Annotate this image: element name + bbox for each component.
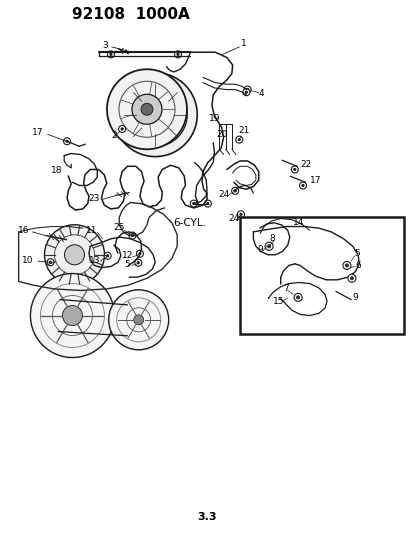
- Circle shape: [246, 88, 248, 91]
- Circle shape: [291, 166, 297, 173]
- Circle shape: [49, 261, 52, 263]
- Circle shape: [135, 259, 141, 266]
- Text: 9: 9: [351, 293, 357, 302]
- Circle shape: [131, 235, 133, 237]
- Circle shape: [344, 264, 348, 267]
- Text: 10: 10: [22, 256, 34, 264]
- Circle shape: [129, 232, 135, 239]
- Circle shape: [133, 315, 143, 325]
- Circle shape: [244, 86, 250, 93]
- Circle shape: [244, 91, 247, 93]
- Circle shape: [206, 203, 209, 205]
- Text: 1: 1: [241, 39, 247, 48]
- Circle shape: [190, 200, 197, 207]
- Circle shape: [293, 293, 301, 302]
- Circle shape: [107, 51, 114, 58]
- Circle shape: [174, 51, 181, 58]
- Circle shape: [66, 140, 68, 142]
- Circle shape: [242, 88, 249, 96]
- Text: 3.3: 3.3: [197, 512, 216, 522]
- Circle shape: [132, 94, 161, 124]
- Circle shape: [31, 273, 114, 358]
- Circle shape: [107, 69, 187, 149]
- Text: 16: 16: [18, 226, 30, 235]
- Text: 23: 23: [88, 194, 100, 203]
- Text: 6-CYL.: 6-CYL.: [173, 218, 206, 228]
- Text: 17: 17: [309, 176, 320, 184]
- Text: 15: 15: [272, 297, 283, 305]
- Circle shape: [301, 184, 304, 187]
- Circle shape: [299, 182, 306, 189]
- Text: 3: 3: [102, 41, 108, 50]
- Text: 5: 5: [124, 260, 130, 269]
- Circle shape: [138, 253, 141, 255]
- Text: 5: 5: [353, 249, 359, 258]
- Text: 13: 13: [88, 256, 100, 264]
- Circle shape: [235, 136, 242, 143]
- Circle shape: [204, 200, 211, 207]
- Text: 21: 21: [238, 126, 249, 135]
- Text: 22: 22: [300, 160, 311, 168]
- Circle shape: [136, 250, 143, 257]
- Text: 20: 20: [216, 130, 227, 139]
- Circle shape: [239, 213, 242, 215]
- Circle shape: [113, 72, 197, 157]
- Circle shape: [137, 262, 139, 264]
- Circle shape: [62, 305, 82, 326]
- Circle shape: [192, 203, 195, 205]
- Circle shape: [47, 259, 54, 266]
- Circle shape: [237, 139, 240, 141]
- Circle shape: [349, 277, 353, 280]
- Text: 14: 14: [292, 219, 304, 227]
- Circle shape: [296, 296, 299, 299]
- Text: 6: 6: [354, 261, 360, 270]
- Text: 8: 8: [269, 235, 275, 243]
- Circle shape: [176, 53, 179, 55]
- Text: 24: 24: [217, 190, 229, 199]
- Text: 17: 17: [32, 128, 44, 136]
- Bar: [240, 217, 403, 334]
- Circle shape: [141, 103, 152, 115]
- Text: 9: 9: [256, 245, 262, 254]
- Circle shape: [267, 245, 270, 248]
- Circle shape: [137, 96, 173, 133]
- Circle shape: [106, 255, 109, 257]
- Text: 92108  1000A: 92108 1000A: [72, 7, 190, 22]
- Circle shape: [45, 225, 104, 285]
- Text: 24: 24: [228, 214, 239, 223]
- Circle shape: [347, 274, 355, 282]
- Circle shape: [121, 128, 123, 130]
- Circle shape: [293, 168, 295, 171]
- Text: 2: 2: [111, 132, 116, 140]
- Circle shape: [64, 138, 70, 145]
- Text: 7: 7: [282, 285, 288, 293]
- Text: 25: 25: [113, 223, 125, 232]
- Circle shape: [64, 245, 84, 265]
- Text: 12: 12: [121, 252, 133, 260]
- Text: 4: 4: [258, 89, 264, 98]
- Circle shape: [264, 242, 273, 251]
- Circle shape: [147, 107, 163, 123]
- Text: 19: 19: [208, 114, 220, 123]
- Circle shape: [119, 125, 125, 133]
- Circle shape: [109, 290, 168, 350]
- Circle shape: [233, 190, 236, 192]
- Circle shape: [231, 187, 238, 195]
- Circle shape: [342, 261, 350, 270]
- Circle shape: [109, 53, 112, 55]
- Circle shape: [237, 211, 244, 218]
- Circle shape: [104, 252, 111, 260]
- Text: 18: 18: [51, 166, 63, 175]
- Text: 11: 11: [86, 226, 97, 235]
